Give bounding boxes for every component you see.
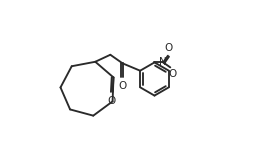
Text: O: O — [118, 81, 126, 91]
Text: N: N — [159, 57, 167, 67]
Text: O: O — [165, 43, 173, 53]
Text: O: O — [168, 69, 176, 79]
Text: O: O — [108, 96, 116, 106]
